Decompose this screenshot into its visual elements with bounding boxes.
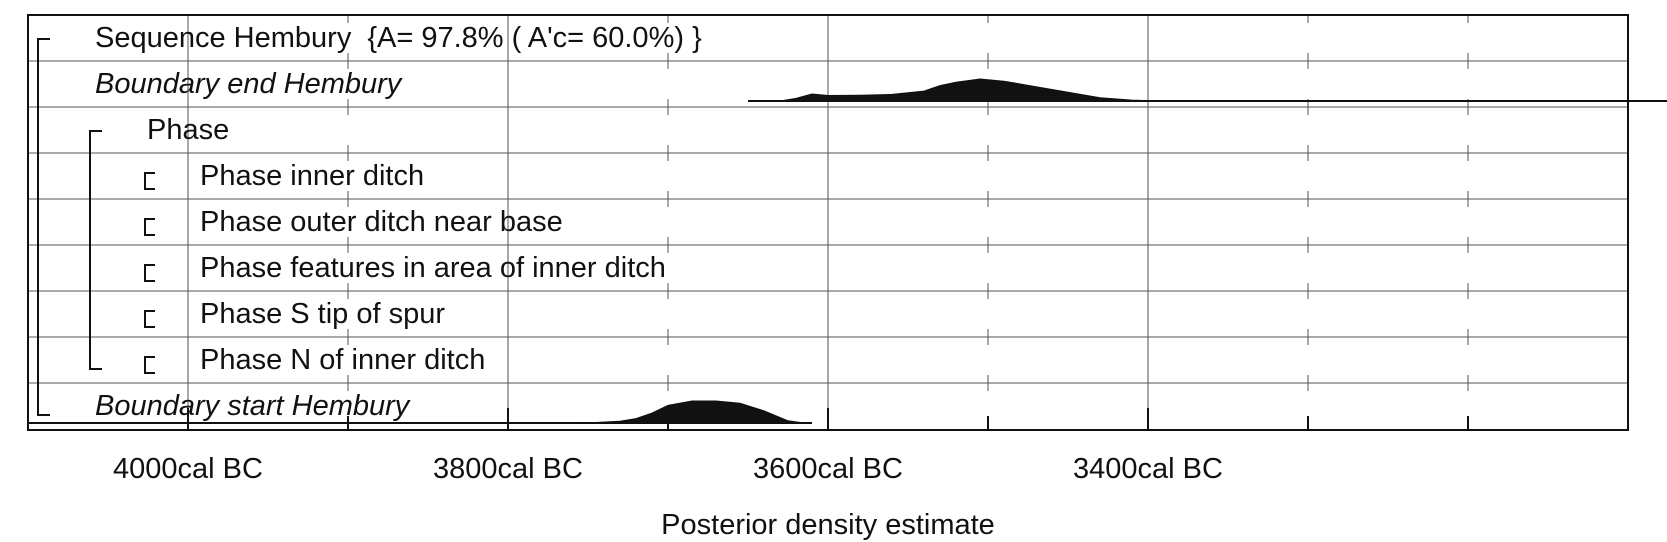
plot-frame [27,14,1629,431]
sub-phase-bracket [144,310,155,328]
row-label: Boundary start Hembury [95,390,411,422]
x-axis: 4000cal BC 3800cal BC 3600cal BC 3400cal BC [113,408,1469,485]
row-label: Phase features in area of inner ditch [200,252,666,284]
distribution-boundary-end [748,78,1667,102]
row-label: Sequence Hembury {A= 97.8% ( A'c= 60.0%) … [95,22,702,54]
sub-phase-bracket [144,172,155,190]
x-tick-label: 3400cal BC [1073,453,1223,485]
row-label: Phase N of inner ditch [200,344,485,376]
sequence-bracket [37,38,50,416]
row-label: Phase S tip of spur [200,298,445,330]
sub-phase-bracket [144,356,155,374]
row-label: Phase outer ditch near base [200,206,563,238]
x-axis-title: Posterior density estimate [661,509,995,541]
distribution-boundary-start [28,400,812,424]
sub-phase-bracket [144,218,155,236]
x-tick-label: 3600cal BC [753,453,903,485]
agreement-index: {A= 97.8% ( A'c= 60.0%) } [367,22,702,54]
row-label: Phase [147,114,229,146]
row-labels: Sequence Hembury {A= 97.8% ( A'c= 60.0%) … [95,22,702,422]
x-tick-label: 3800cal BC [433,453,583,485]
row-label: Boundary end Hembury [95,68,403,100]
posterior-distributions [28,78,1667,424]
grid-lines [28,15,1628,430]
x-tick-label: 4000cal BC [113,453,263,485]
row-label: Phase inner ditch [200,160,424,192]
model-brackets [37,38,155,416]
sub-phase-bracket [144,264,155,282]
phase-bracket [89,130,102,370]
